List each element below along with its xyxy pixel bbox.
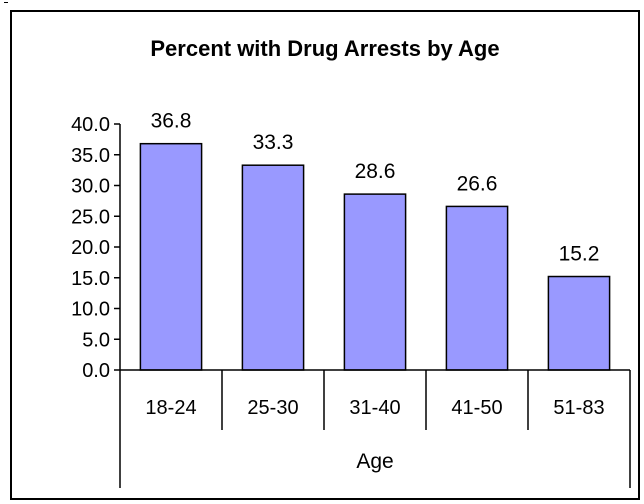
y-tick-label: 15.0 [71,268,110,290]
x-category-label: 25-30 [247,397,298,419]
bar [445,205,509,371]
bar [547,275,611,371]
y-axis: 0.0 5.0 10.0 15.0 20.0 25.0 30.0 35.0 40.0 [71,114,121,382]
x-category-label: 51-83 [553,397,604,419]
x-category-label: 18-24 [145,397,196,419]
chart-frame: Percent with Drug Arrests by Age 0.0 5.0 1… [10,10,640,500]
bar [139,142,203,371]
chart-title: Percent with Drug Arrests by Age [150,36,499,61]
bar-chart: Percent with Drug Arrests by Age 0.0 5.0 1… [71,36,631,488]
x-axis: 18-24 25-30 31-40 41-50 51-83 [119,369,631,488]
y-tick-label: 5.0 [82,329,110,351]
y-tick-label: 20.0 [71,237,110,259]
data-label: 26.6 [457,172,498,195]
y-tick-label: 10.0 [71,299,110,321]
y-tick-label: 0.0 [82,360,110,382]
y-tick-label: 35.0 [71,145,110,167]
data-label: 33.3 [253,131,294,154]
data-label: 15.2 [559,243,600,266]
x-category-label: 41-50 [451,397,502,419]
bar [343,193,407,371]
y-tick-label: 30.0 [71,176,110,198]
bars: 36.8 33.3 28.6 26.6 15.2 [139,110,611,371]
data-label: 28.6 [355,160,396,183]
x-axis-title: Age [356,450,393,473]
data-label: 36.8 [151,110,192,133]
bar [241,164,305,371]
y-tick-label: 40.0 [71,114,110,136]
x-category-label: 31-40 [349,397,400,419]
corner-mark [4,2,8,3]
y-tick-label: 25.0 [71,206,110,228]
